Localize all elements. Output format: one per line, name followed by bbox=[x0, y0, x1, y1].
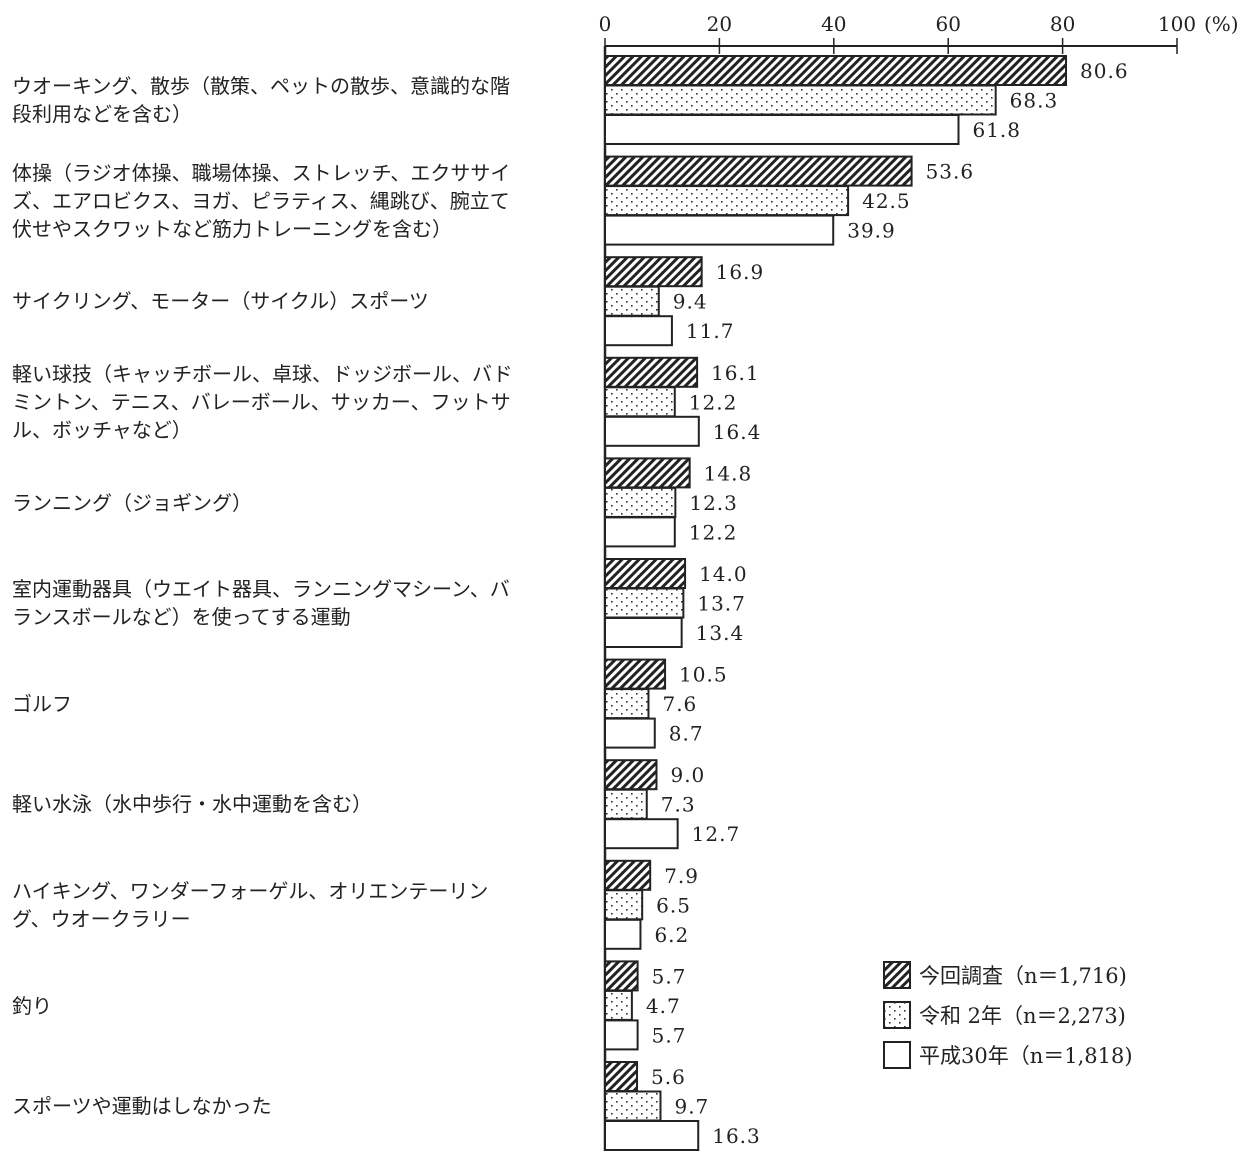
data-label: 16.1 bbox=[711, 361, 760, 385]
legend-label: 今回調査（n＝1,716) bbox=[919, 964, 1127, 988]
data-label: 13.7 bbox=[697, 592, 746, 616]
x-tick-label: 100 bbox=[1158, 12, 1196, 36]
data-label: 12.2 bbox=[689, 520, 738, 544]
bar bbox=[604, 658, 667, 690]
category-label: ゴルフ bbox=[12, 691, 72, 716]
bar bbox=[604, 1090, 662, 1122]
legend-swatch-hatch bbox=[883, 961, 911, 989]
data-label: 39.9 bbox=[847, 219, 896, 243]
data-label: 10.5 bbox=[679, 663, 728, 687]
data-label: 16.3 bbox=[712, 1124, 761, 1148]
bar bbox=[604, 315, 673, 347]
data-label: 9.0 bbox=[670, 763, 705, 787]
data-label: 7.6 bbox=[662, 692, 697, 716]
bar bbox=[604, 989, 633, 1021]
bar bbox=[604, 214, 835, 246]
data-label: 42.5 bbox=[862, 189, 911, 213]
category-label: ウオーキング、散歩（散策、ペットの散歩、意識的な階 段利用などを含む） bbox=[12, 74, 510, 127]
bar bbox=[604, 717, 656, 749]
legend-swatch-blank bbox=[883, 1041, 911, 1069]
bar bbox=[604, 1120, 700, 1151]
legend-item-r2: 令和 2年（n＝2,273) bbox=[883, 995, 1133, 1035]
data-label: 13.4 bbox=[696, 621, 745, 645]
bar bbox=[604, 1019, 639, 1051]
data-label: 12.7 bbox=[692, 822, 741, 846]
bar bbox=[604, 516, 676, 548]
data-label: 9.7 bbox=[674, 1095, 709, 1119]
data-label: 16.4 bbox=[713, 420, 762, 444]
bar bbox=[604, 788, 648, 820]
data-label: 6.5 bbox=[656, 893, 691, 917]
category-label: 軽い球技（キャッチボール、卓球、ドッジボール、バド ミントン、テニス、バレーボー… bbox=[12, 362, 513, 443]
bar bbox=[604, 185, 850, 217]
bar bbox=[604, 688, 650, 720]
x-tick-label: 20 bbox=[707, 12, 732, 36]
data-label: 7.3 bbox=[661, 793, 696, 817]
data-label: 12.3 bbox=[689, 491, 738, 515]
data-label: 7.9 bbox=[664, 864, 699, 888]
bar bbox=[604, 558, 687, 589]
bar bbox=[604, 960, 639, 992]
data-label: 5.6 bbox=[651, 1065, 686, 1089]
data-label: 4.7 bbox=[646, 994, 681, 1018]
data-label: 14.8 bbox=[704, 461, 753, 485]
category-label: 室内運動器具（ウエイト器具、ランニングマシーン、バ ランスボールなど）を使ってす… bbox=[12, 577, 510, 630]
data-label: 6.2 bbox=[654, 923, 689, 947]
bar bbox=[604, 114, 960, 145]
category-label: ランニング（ジョギング） bbox=[12, 490, 252, 515]
legend: 今回調査（n＝1,716) 令和 2年（n＝2,273) 平成30年（n＝1,8… bbox=[883, 955, 1133, 1075]
data-label: 61.8 bbox=[972, 118, 1021, 142]
data-label: 53.6 bbox=[926, 160, 975, 184]
bar bbox=[604, 256, 703, 288]
data-label: 16.9 bbox=[716, 260, 765, 284]
bar bbox=[604, 587, 685, 619]
data-label: 5.7 bbox=[652, 964, 687, 988]
legend-swatch-dots bbox=[883, 1001, 911, 1029]
category-label: ハイキング、ワンダーフォーゲル、オリエンテーリン グ、ウオークラリー bbox=[12, 879, 489, 932]
data-label: 80.6 bbox=[1080, 59, 1129, 83]
category-label: 釣り bbox=[12, 993, 52, 1018]
x-tick-label: 0 bbox=[599, 12, 612, 36]
bar bbox=[604, 386, 676, 418]
bar bbox=[604, 356, 699, 388]
bar bbox=[604, 486, 677, 518]
data-label: 14.0 bbox=[699, 562, 748, 586]
legend-label: 令和 2年（n＝2,273) bbox=[919, 1004, 1126, 1028]
bar bbox=[604, 155, 913, 187]
bar bbox=[604, 84, 997, 116]
bar bbox=[604, 918, 642, 950]
x-axis-unit: (%) bbox=[1204, 12, 1239, 36]
legend-item-current: 今回調査（n＝1,716) bbox=[883, 955, 1133, 995]
x-tick-label: 60 bbox=[935, 12, 960, 36]
bar bbox=[604, 759, 658, 791]
legend-item-h30: 平成30年（n＝1,818) bbox=[883, 1035, 1133, 1075]
bar bbox=[604, 859, 652, 891]
data-label: 8.7 bbox=[669, 722, 704, 746]
data-label: 68.3 bbox=[1010, 89, 1059, 113]
bar bbox=[604, 818, 679, 850]
bar bbox=[604, 889, 644, 921]
data-label: 12.2 bbox=[689, 390, 738, 414]
category-label: スポーツや運動はしなかった bbox=[12, 1094, 272, 1119]
data-label: 9.4 bbox=[673, 290, 708, 314]
data-label: 11.7 bbox=[686, 319, 735, 343]
category-label: 体操（ラジオ体操、職場体操、ストレッチ、エクササイ ズ、エアロビクス、ヨガ、ピラ… bbox=[12, 160, 511, 241]
bar bbox=[604, 617, 683, 648]
x-tick-label: 80 bbox=[1050, 12, 1075, 36]
data-label: 5.7 bbox=[652, 1023, 687, 1047]
bar bbox=[604, 457, 691, 489]
bar bbox=[604, 415, 700, 447]
bar bbox=[604, 1061, 639, 1092]
x-tick-label: 40 bbox=[821, 12, 846, 36]
category-label: 軽い水泳（水中歩行・水中運動を含む） bbox=[12, 792, 372, 817]
category-label: サイクリング、モーター（サイクル）スポーツ bbox=[12, 289, 429, 314]
bar bbox=[604, 285, 660, 317]
bar bbox=[604, 55, 1068, 86]
legend-label: 平成30年（n＝1,818) bbox=[919, 1044, 1133, 1068]
